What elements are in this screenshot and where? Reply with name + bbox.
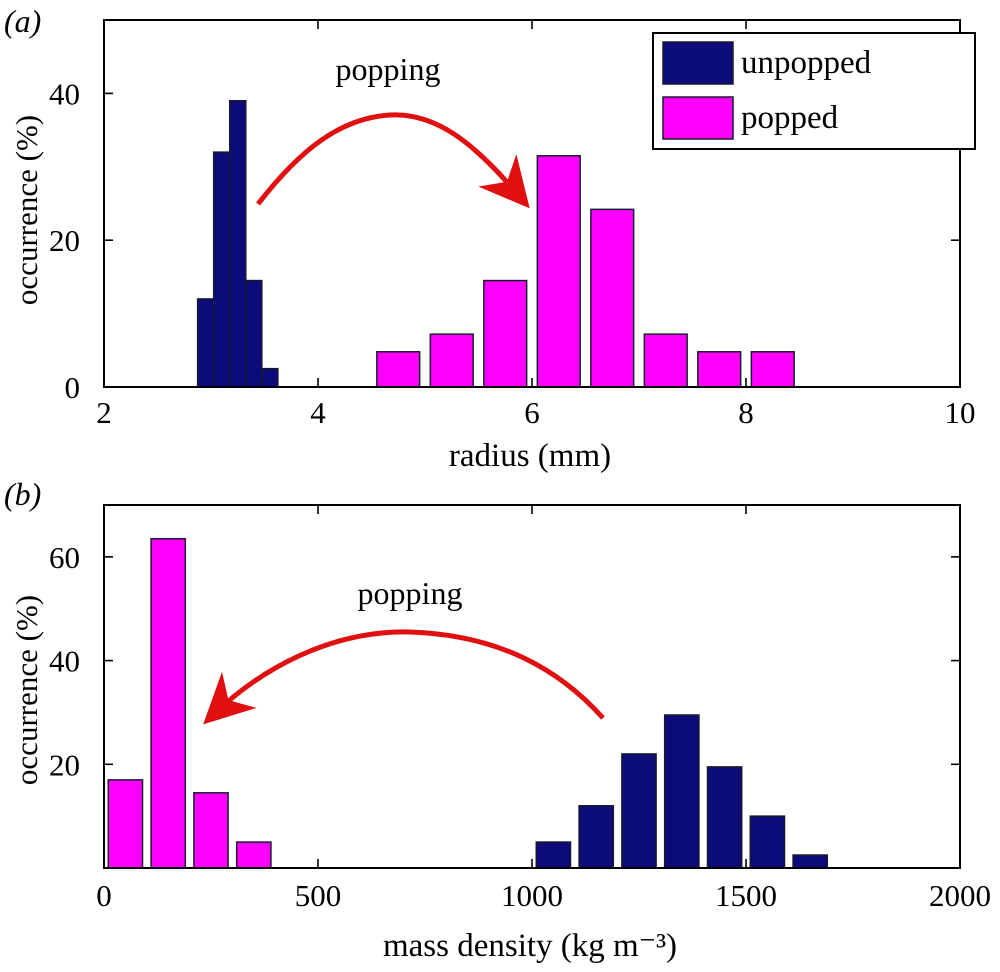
bar-popped: [643, 333, 688, 388]
panel-b-x-axis-label: mass density (kg m⁻³): [383, 928, 677, 964]
panel-b-axes-box: [103, 504, 961, 869]
bar-unpopped: [261, 367, 279, 388]
y-tick-label: 40: [49, 76, 80, 111]
bar-popped: [429, 333, 474, 388]
panel-a-bars: [196, 99, 795, 388]
bar-popped: [376, 351, 421, 388]
panel-b-y-axis-label: occurrence (%): [9, 595, 44, 785]
x-tick-label: 1000: [501, 878, 563, 913]
panel-a-ticks: 2 4 6 8 10 0 20 40: [49, 20, 976, 430]
y-tick-label: 40: [49, 644, 80, 679]
legend: unpopped popped: [652, 32, 976, 150]
x-tick-label: 1500: [715, 878, 777, 913]
legend-swatch-unpopped: [662, 41, 734, 85]
panel-a-y-axis-label: occurrence (%): [9, 115, 44, 305]
panel-b-bars: [107, 537, 829, 869]
bar-unpopped: [578, 805, 615, 869]
x-tick-label: 0: [96, 878, 112, 913]
panel-b-ticks: 0 500 1000 1500 2000 20 40 60: [49, 505, 991, 913]
x-tick-label: 8: [738, 395, 754, 430]
bar-unpopped: [535, 841, 572, 869]
bar-popped: [483, 279, 528, 388]
bar-popped: [235, 841, 272, 869]
y-tick-label: 0: [65, 370, 81, 405]
x-tick-label: 4: [310, 395, 326, 430]
bar-unpopped: [706, 766, 743, 869]
bar-unpopped: [245, 279, 263, 388]
x-tick-label: 10: [945, 395, 976, 430]
y-tick-label: 20: [49, 747, 80, 782]
legend-label-popped: popped: [741, 100, 839, 136]
panel-a-x-axis-label: radius (mm): [449, 438, 611, 474]
panel-b-popping-annotation: popping: [358, 575, 463, 611]
x-tick-label: 2: [96, 395, 112, 430]
x-tick-label: 2000: [929, 878, 991, 913]
bar-popped: [590, 208, 635, 388]
legend-label-unpopped: unpopped: [741, 45, 872, 81]
bar-unpopped: [196, 298, 215, 388]
x-tick-label: 500: [295, 878, 342, 913]
bar-popped: [107, 779, 144, 869]
bar-popped: [150, 537, 187, 869]
panel-b-chart: (b) 0 500 1000 1500 2000 20 40 60 popping occur…: [4, 476, 991, 964]
y-tick-label: 60: [49, 540, 80, 575]
legend-swatch-popped: [662, 96, 734, 140]
panel-b-popping-arrow-icon: [203, 629, 605, 725]
panel-a-popping-annotation: popping: [336, 51, 441, 87]
bar-unpopped: [749, 815, 786, 869]
bar-unpopped: [212, 151, 231, 388]
bar-unpopped: [792, 854, 829, 869]
y-tick-label: 20: [49, 223, 80, 258]
panel-b-label: (b): [4, 476, 41, 512]
bar-unpopped: [228, 99, 247, 388]
bar-unpopped: [663, 714, 700, 869]
bar-popped: [536, 155, 581, 388]
x-tick-label: 6: [524, 395, 540, 430]
panel-a-popping-arrow-icon: [256, 112, 530, 209]
bar-popped: [750, 351, 795, 388]
bar-popped: [193, 792, 229, 869]
bar-popped: [697, 351, 742, 388]
bar-unpopped: [621, 753, 657, 869]
panel-a-label: (a): [4, 3, 41, 39]
